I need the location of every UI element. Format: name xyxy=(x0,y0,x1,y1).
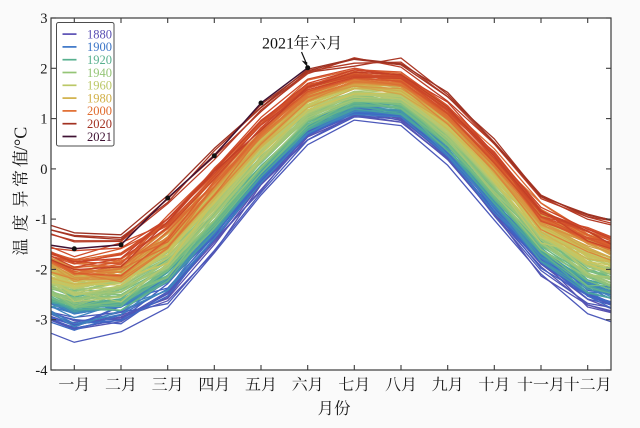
svg-text:2021: 2021 xyxy=(262,36,294,53)
svg-text:-2: -2 xyxy=(35,262,47,278)
svg-text:1: 1 xyxy=(40,112,47,128)
svg-text:-3: -3 xyxy=(35,313,47,329)
svg-text:2020: 2020 xyxy=(87,117,112,131)
svg-text:1980: 1980 xyxy=(87,91,112,105)
svg-text:3: 3 xyxy=(40,11,47,27)
svg-text:-4: -4 xyxy=(35,363,48,379)
svg-text:1920: 1920 xyxy=(87,53,112,67)
svg-text:2021: 2021 xyxy=(87,130,112,144)
svg-text:0: 0 xyxy=(40,162,47,178)
svg-text:1940: 1940 xyxy=(87,66,112,80)
svg-text:1880: 1880 xyxy=(87,27,112,41)
svg-text:1960: 1960 xyxy=(87,79,112,93)
svg-text:/°C: /°C xyxy=(11,127,31,151)
svg-text:2000: 2000 xyxy=(87,104,112,118)
svg-text:1900: 1900 xyxy=(87,40,112,54)
svg-text:2: 2 xyxy=(40,61,47,77)
svg-text:-1: -1 xyxy=(35,212,47,228)
